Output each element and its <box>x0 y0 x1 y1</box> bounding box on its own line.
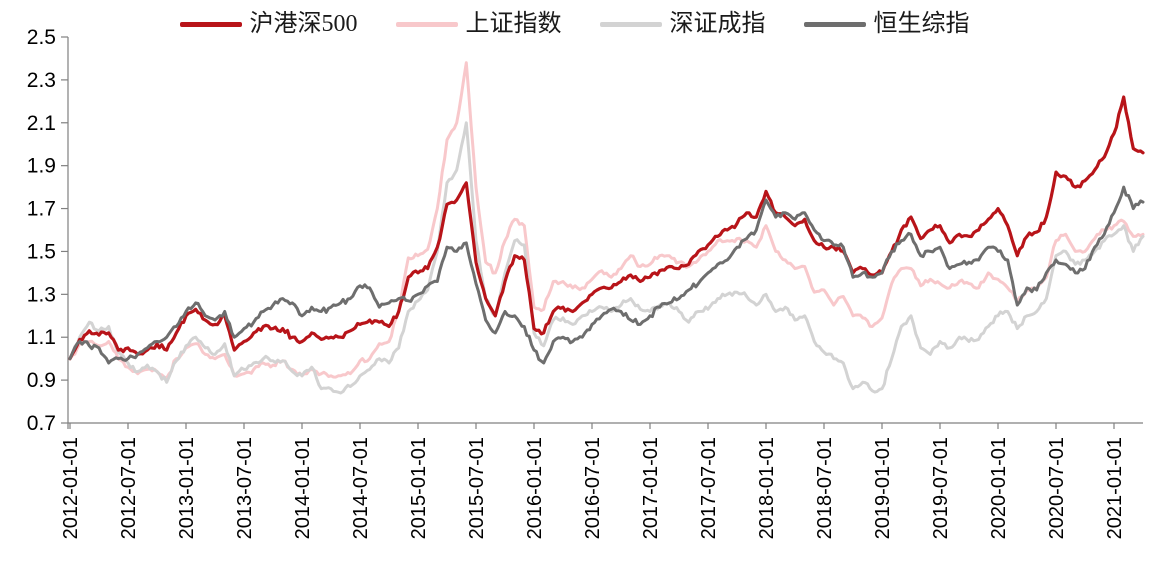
legend-item-上证指数[interactable]: 上证指数 <box>395 11 562 37</box>
y-tick-label: 0.9 <box>27 369 56 392</box>
x-tick-label: 2012-01-01 <box>60 437 82 539</box>
y-tick-label: 2.5 <box>27 26 56 49</box>
x-tick-label: 2019-01-01 <box>872 437 894 539</box>
legend-label: 恒生综指 <box>873 11 970 37</box>
x-axis-labels: 2012-01-01 2012-07-01 2013-01-01 2013-07-01… <box>60 437 1126 539</box>
legend-label: 上证指数 <box>465 11 562 37</box>
x-tick-label: 2019-07-01 <box>930 437 952 539</box>
legend-item-恒生综指[interactable]: 恒生综指 <box>803 11 970 37</box>
x-tick-label: 2013-01-01 <box>176 437 198 539</box>
series-line-深证成指 <box>68 121 1145 395</box>
y-axis-labels: 2.5 2.3 2.1 1.9 1.7 1.5 1.3 1.1 0.9 0.7 <box>27 26 56 435</box>
legend-label: 深证成指 <box>669 11 766 37</box>
y-tick-label: 2.3 <box>27 69 56 92</box>
y-tick-label: 0.7 <box>27 412 56 435</box>
y-tick-label: 1.3 <box>27 283 56 306</box>
series-line-沪港深500 <box>68 95 1145 361</box>
x-tick-label: 2014-01-01 <box>292 437 314 539</box>
legend: 沪港深500 上证指数 深证成指 恒生综指 <box>0 12 1149 36</box>
x-tick-label: 2015-07-01 <box>466 437 488 539</box>
x-tick-label: 2018-01-01 <box>756 437 778 539</box>
x-tick-label: 2018-07-01 <box>814 437 836 539</box>
series-lines <box>68 61 1145 395</box>
legend-item-深证成指[interactable]: 深证成指 <box>599 11 766 37</box>
axes <box>61 36 1143 429</box>
x-tick-label: 2012-07-01 <box>118 437 140 539</box>
series-line-恒生综指 <box>68 185 1145 365</box>
y-tick-label: 1.7 <box>27 198 56 221</box>
legend-line-swatch <box>803 21 866 27</box>
legend-line-swatch <box>395 21 458 27</box>
legend-line-swatch <box>179 21 242 27</box>
legend-label: 沪港深500 <box>249 11 358 37</box>
x-tick-label: 2014-07-01 <box>350 437 372 539</box>
legend-item-沪港深500[interactable]: 沪港深500 <box>179 11 358 37</box>
x-tick-label: 2020-07-01 <box>1046 437 1068 539</box>
y-tick-label: 1.1 <box>27 326 56 349</box>
x-tick-label: 2017-01-01 <box>640 437 662 539</box>
y-tick-label: 1.5 <box>27 240 56 263</box>
x-tick-label: 2016-01-01 <box>524 437 546 539</box>
legend-line-swatch <box>599 21 662 27</box>
y-tick-label: 2.1 <box>27 112 56 135</box>
y-tick-label: 1.9 <box>27 155 56 178</box>
x-tick-label: 2015-01-01 <box>408 437 430 539</box>
x-tick-label: 2017-07-01 <box>698 437 720 539</box>
x-tick-label: 2020-01-01 <box>988 437 1010 539</box>
x-tick-label: 2013-07-01 <box>234 437 256 539</box>
x-tick-label: 2021-01-01 <box>1104 437 1126 539</box>
x-tick-label: 2016-07-01 <box>582 437 604 539</box>
series-line-上证指数 <box>68 61 1145 380</box>
